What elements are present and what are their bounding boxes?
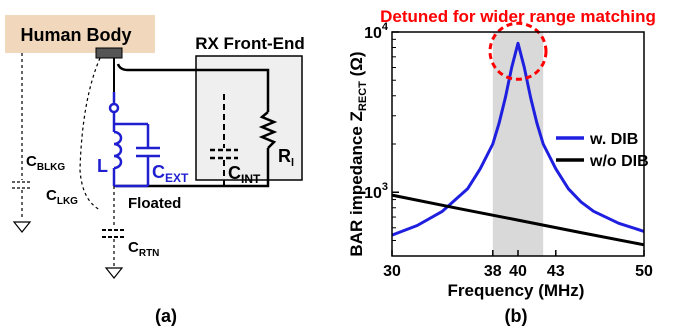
legend-label: w/o DIB [589,153,649,170]
series-line-with-dib [391,41,645,237]
x-axis-label: Frequency (MHz) [448,281,585,300]
chart-plot: 30 38 40 43 50 103 104 w. DIB w/o DIB [364,21,653,280]
x-tick-label: 30 [383,263,401,280]
ground-symbol-blkg [12,221,32,233]
cblkg-label: CBLKG [26,153,65,173]
cint-label: CINT [228,163,261,186]
panel-b: Detuned for wider range matching 30 38 40 4… [347,7,656,326]
legend-label: w. DIB [589,131,638,148]
caption-a: (a) [155,306,177,326]
external-lc-circuit [108,92,160,188]
ground-symbol-rtn [104,267,124,279]
y-tick-label: 103 [364,181,388,202]
clkg-label: CLKG [46,187,78,207]
clkg-path [79,57,101,211]
human-body-label: Human Body [20,25,131,45]
rl-label: Rl [278,146,294,169]
x-tick-label: 38 [484,263,502,280]
floated-label: Floated [128,195,181,212]
human-body-box [5,15,155,53]
inductor-label: L [97,156,108,176]
resistor-rl [258,111,278,149]
annotation-text: Detuned for wider range matching [380,7,656,26]
rx-frontend-box [195,55,303,181]
electrode [95,47,123,59]
caption-b: (b) [505,306,528,326]
x-tick-label: 50 [635,263,653,280]
crtn-label: CRTN [128,239,159,259]
panel-a: Human Body RX Front-End Rl CINT [5,15,305,326]
signal-wire-bottom [116,148,270,188]
series-line-without-dib [391,193,645,247]
rx-frontend-label: RX Front-End [195,34,305,53]
y-axis-label: BAR impedance ZRECT (Ω) [347,51,369,256]
x-tick-label: 43 [547,263,565,280]
x-tick-label: 40 [509,263,527,280]
y-tick-label: 104 [364,21,389,42]
signal-wire-top [116,63,270,112]
peak-marker-circle [488,21,548,81]
cext-label: CEXT [152,162,189,185]
